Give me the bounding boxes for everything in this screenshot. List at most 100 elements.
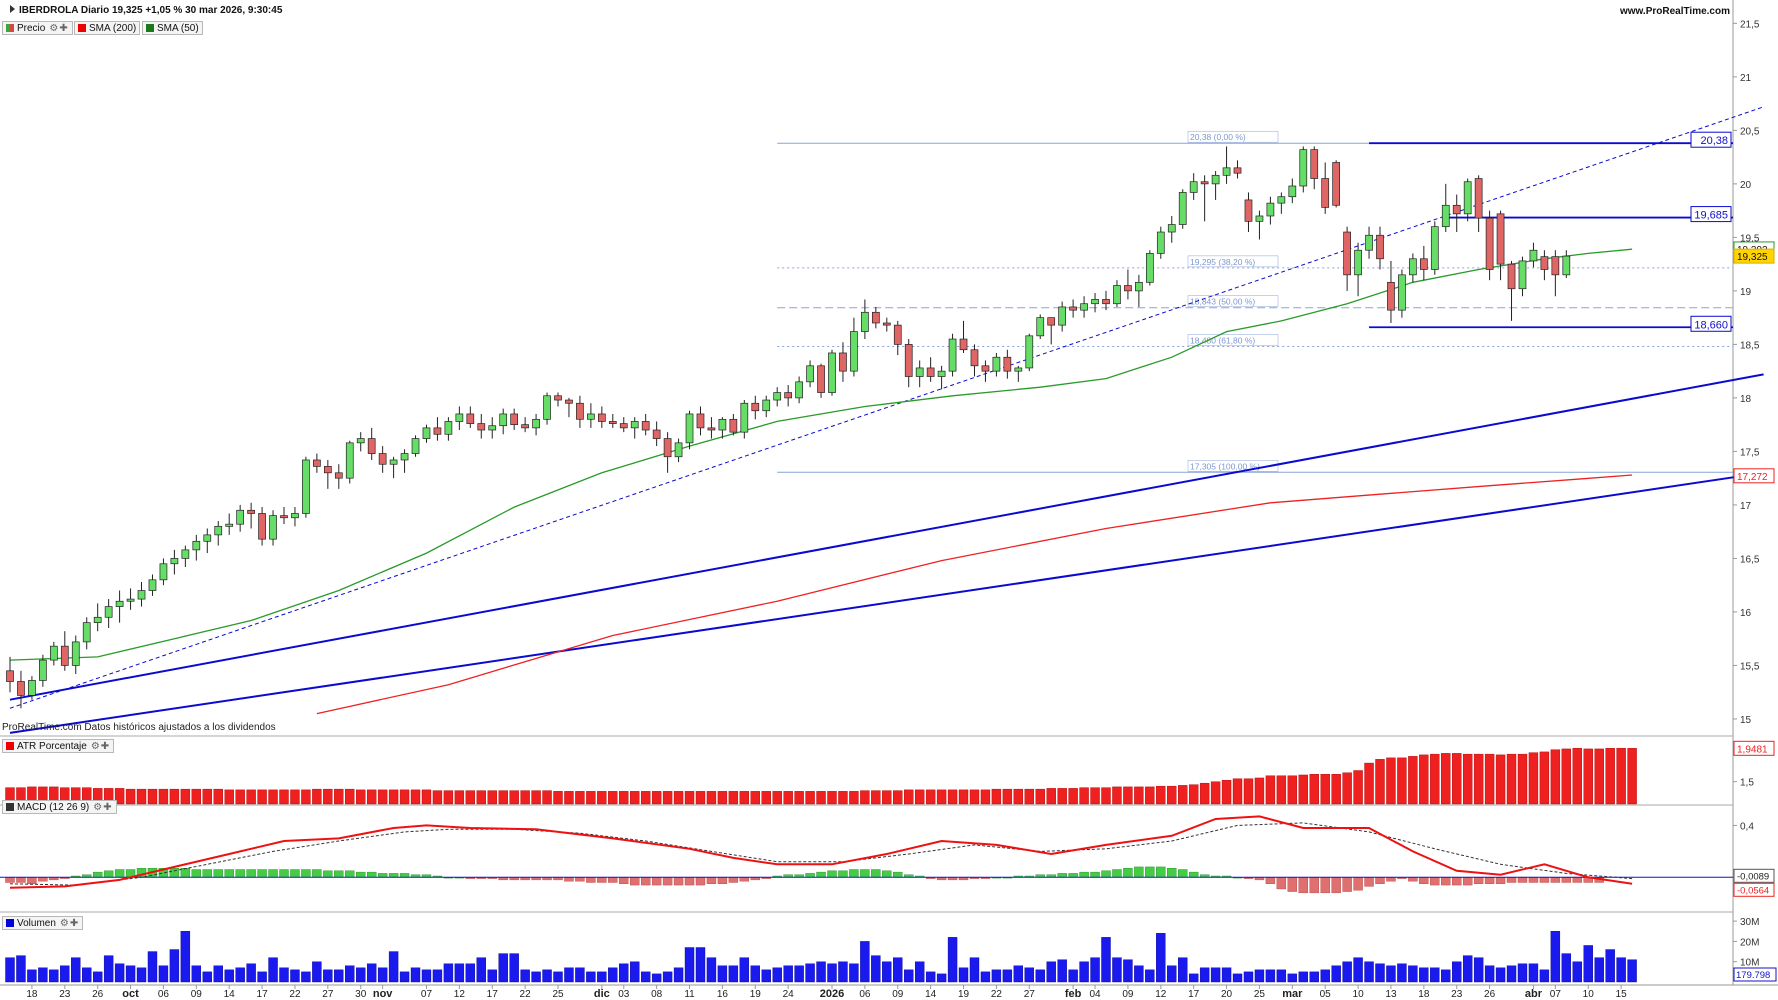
- candle-up: [1080, 303, 1088, 311]
- level-label-box: [1690, 206, 1732, 223]
- macd-histogram-bar: [180, 868, 191, 878]
- atr-bar: [958, 789, 969, 805]
- legend-price[interactable]: Precio ⚙✚: [2, 21, 73, 35]
- macd-tick-label: 0,4: [1740, 821, 1754, 832]
- atr-bar: [662, 791, 673, 805]
- candle-down: [893, 324, 902, 345]
- atr-bar: [356, 789, 366, 805]
- legend-volume[interactable]: Volumen ⚙✚: [2, 916, 84, 930]
- macd-histogram-bar: [1506, 877, 1517, 883]
- x-tick-label: feb: [1065, 988, 1082, 1000]
- atr-bar: [1616, 747, 1626, 805]
- price-tick-label: 18,5: [1740, 340, 1760, 351]
- candle-up: [1277, 196, 1286, 204]
- volume-bar: [1123, 959, 1133, 983]
- macd-histogram-bar: [838, 870, 848, 878]
- atr-bar: [1320, 774, 1330, 805]
- legend-atr[interactable]: ATR Porcentaje ⚙✚: [2, 739, 115, 753]
- volume-bar: [312, 961, 322, 983]
- x-tick-label: 25: [1254, 989, 1266, 1000]
- macd-histogram-bar: [1419, 877, 1429, 884]
- volume-bar: [1375, 963, 1385, 983]
- atr-bar: [947, 789, 958, 805]
- x-tick-label: 22: [991, 989, 1003, 1000]
- volume-bar: [1243, 971, 1254, 983]
- wrench-plus-icon[interactable]: ⚙✚: [93, 801, 113, 813]
- atr-bar: [695, 791, 706, 805]
- atr-bar: [1550, 749, 1561, 805]
- right-value-label: 19,325: [1737, 252, 1768, 263]
- x-tick-label: 14: [925, 989, 937, 1000]
- volume-tick-label: 20M: [1740, 937, 1759, 948]
- wrench-plus-icon[interactable]: ⚙✚: [49, 22, 69, 34]
- volume-bar: [246, 963, 256, 983]
- candle-down: [1069, 306, 1077, 311]
- atr-swatch-icon: [6, 742, 14, 750]
- price-tick-label: 16: [1740, 608, 1752, 619]
- atr-bar: [125, 788, 136, 805]
- volume-bar: [334, 969, 344, 983]
- x-tick-label: 26: [1484, 989, 1496, 1000]
- macd-histogram-bar: [619, 877, 629, 884]
- wrench-plus-icon[interactable]: ⚙✚: [90, 740, 111, 752]
- macd-histogram-bar: [301, 869, 311, 878]
- legend-macd[interactable]: MACD (12 26 9) ⚙✚: [2, 800, 117, 814]
- volume-bar: [1002, 969, 1013, 983]
- candle-down: [17, 681, 25, 696]
- candle-down: [663, 438, 672, 458]
- fib-label-box: [1187, 255, 1279, 268]
- candle-up: [411, 438, 420, 454]
- macd-swatch-icon: [6, 803, 14, 811]
- price-swatch-icon: [6, 24, 14, 32]
- candle-up: [39, 659, 47, 681]
- x-tick-label: 24: [783, 989, 795, 1000]
- candle-up: [1178, 192, 1187, 225]
- atr-bar: [1298, 774, 1308, 805]
- volume-bar: [1462, 955, 1473, 983]
- macd-histogram-bar: [1134, 866, 1144, 878]
- volume-bar: [71, 957, 81, 983]
- candle-up: [1145, 253, 1154, 283]
- atr-last-label: 1,9481: [1737, 744, 1768, 755]
- legend-sma50[interactable]: SMA (50): [142, 21, 203, 35]
- candle-up: [1441, 204, 1450, 228]
- candle-down: [477, 423, 486, 431]
- macd-histogram-bar: [1495, 877, 1506, 884]
- volume-bar: [936, 973, 947, 983]
- macd-histogram-bar: [103, 870, 114, 878]
- macd-histogram-bar: [399, 873, 410, 878]
- macd-histogram-bar: [849, 869, 859, 878]
- candle-down: [597, 413, 606, 422]
- macd-histogram-bar: [377, 873, 388, 878]
- macd-histogram-bar: [16, 877, 26, 883]
- macd-histogram-bar: [345, 870, 355, 878]
- x-tick-label: 06: [859, 989, 871, 1000]
- candle-down: [784, 392, 793, 399]
- candle-down: [1507, 263, 1516, 290]
- atr-bar: [882, 790, 892, 805]
- volume-bar: [1506, 965, 1517, 983]
- atr-bar: [410, 789, 421, 805]
- volume-last-label: 179.798: [1736, 970, 1770, 981]
- volume-bar: [388, 951, 399, 983]
- candle-up: [1529, 249, 1538, 262]
- volume-bar: [904, 969, 914, 983]
- candle-up: [1266, 202, 1275, 217]
- x-tick-label: 25: [552, 989, 564, 1000]
- volume-bar: [1342, 961, 1352, 983]
- volume-bar: [1452, 961, 1462, 983]
- macd-histogram-bar: [816, 871, 826, 878]
- candle-down: [959, 338, 968, 351]
- candle-up: [389, 459, 398, 465]
- atr-bar: [1276, 775, 1287, 805]
- volume-bar: [136, 967, 147, 983]
- volume-bar: [169, 949, 180, 983]
- legend-sma200[interactable]: SMA (200): [74, 21, 141, 35]
- atr-bar: [334, 788, 344, 805]
- macd-histogram-bar: [323, 870, 333, 878]
- legend-sma200-label: SMA (200): [89, 22, 137, 34]
- candle-up: [674, 442, 683, 458]
- chevron-right-icon[interactable]: [10, 5, 15, 13]
- wrench-plus-icon[interactable]: ⚙✚: [59, 917, 80, 929]
